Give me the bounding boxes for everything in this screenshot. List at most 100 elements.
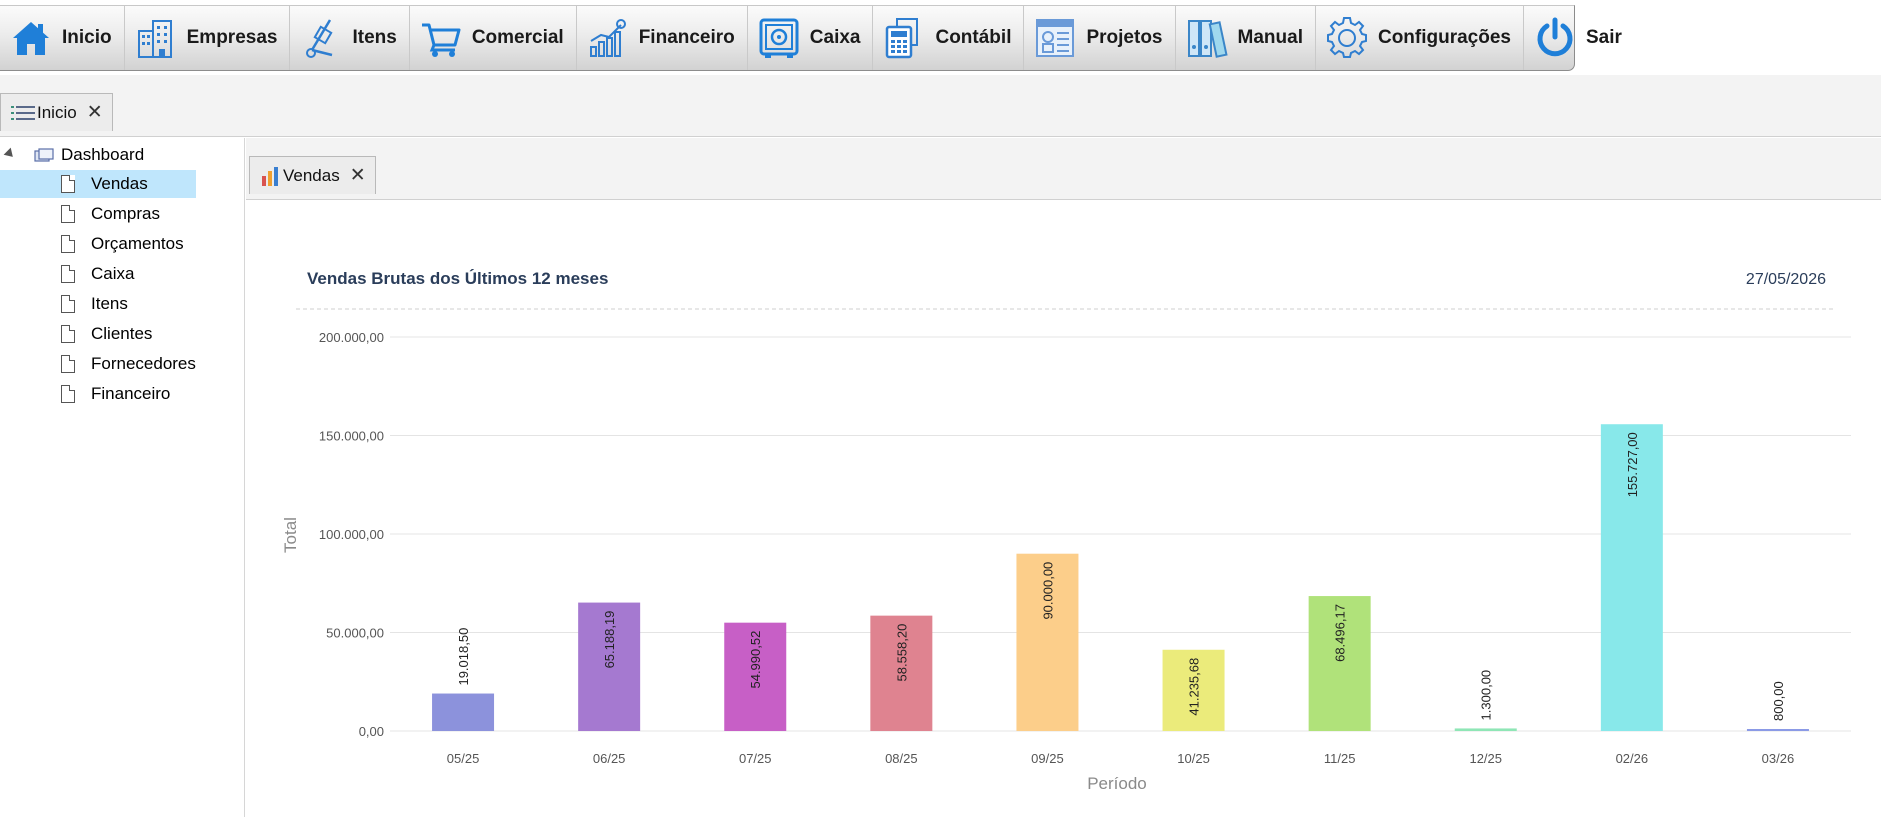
binders-icon bbox=[1187, 20, 1228, 58]
bar-03-26 bbox=[1746, 729, 1809, 731]
toolbar-button-projetos[interactable]: Projetos bbox=[1024, 6, 1176, 70]
tree-item-financeiro[interactable]: Financeiro bbox=[0, 380, 196, 408]
bar-data-label: 68.496,17 bbox=[1333, 604, 1348, 662]
tree-item-label: Fornecedores bbox=[91, 354, 196, 373]
toolbar-label: Inicio bbox=[62, 27, 112, 48]
sales-chart-panel: Vendas Brutas dos Últimos 12 meses 27/05… bbox=[246, 201, 1881, 817]
y-tick-label: 0,00 bbox=[359, 724, 384, 739]
x-tick-label: 08/25 bbox=[885, 751, 918, 766]
tree-item-label: Itens bbox=[91, 294, 128, 313]
tree-item-itens[interactable]: Itens bbox=[0, 290, 196, 318]
buildings-icon bbox=[137, 20, 172, 58]
tab-inicio[interactable]: Inicio ✕ bbox=[0, 93, 113, 131]
bar-12-25 bbox=[1454, 728, 1517, 731]
safe-icon bbox=[759, 18, 799, 58]
tree-item-vendas[interactable]: Vendas bbox=[0, 170, 196, 198]
blueprint-icon bbox=[1036, 19, 1075, 57]
close-icon[interactable]: ✕ bbox=[349, 165, 366, 186]
y-tick-label: 150.000,00 bbox=[319, 429, 384, 444]
bar-data-label: 90.000,00 bbox=[1040, 562, 1055, 620]
toolbar-button-manual[interactable]: Manual bbox=[1176, 6, 1316, 70]
bar-11-25 bbox=[1308, 596, 1371, 731]
document-icon bbox=[61, 205, 75, 223]
x-tick-label: 03/26 bbox=[1762, 751, 1795, 766]
chart-date: 27/05/2026 bbox=[1746, 271, 1826, 288]
tree-item-fornecedores[interactable]: Fornecedores bbox=[0, 350, 196, 378]
folder-icon bbox=[34, 148, 54, 162]
home-icon bbox=[13, 22, 49, 55]
x-tick-label: 05/25 bbox=[447, 751, 480, 766]
y-tick-label: 200.000,00 bbox=[319, 330, 384, 345]
toolbar-button-sair[interactable]: Sair bbox=[1524, 6, 1634, 70]
toolbar-label: Empresas bbox=[186, 27, 278, 48]
tree-item-compras[interactable]: Compras bbox=[0, 200, 196, 228]
toolbar-button-comercial[interactable]: Comercial bbox=[410, 6, 577, 70]
growth-chart-icon bbox=[589, 19, 626, 57]
toolbar-button-inicio[interactable]: Inicio bbox=[0, 6, 125, 70]
toolbar-label: Comercial bbox=[471, 27, 564, 48]
document-icon bbox=[61, 325, 75, 343]
close-icon[interactable]: ✕ bbox=[86, 102, 103, 123]
sales-bar-chart: Vendas Brutas dos Últimos 12 meses 27/05… bbox=[281, 269, 1851, 793]
calculator-icon bbox=[886, 18, 919, 59]
tree-item-orcamentos[interactable]: Orçamentos bbox=[0, 230, 196, 258]
y-axis-title: Total bbox=[281, 517, 300, 553]
main-toolbar: Inicio Empresas Itens bbox=[0, 5, 1622, 71]
chart-title: Vendas Brutas dos Últimos 12 meses bbox=[307, 269, 608, 288]
bar-07-25 bbox=[724, 622, 787, 731]
tree-item-label: Clientes bbox=[91, 324, 153, 343]
document-icon bbox=[61, 385, 75, 403]
chart-bars bbox=[432, 424, 1809, 731]
shopping-cart-icon bbox=[421, 23, 461, 57]
bar-data-label: 155.727,00 bbox=[1625, 432, 1640, 497]
chart-labels: 0,00 50.000,00 100.000,00 150.000,00 200.000… bbox=[319, 330, 1794, 766]
tree-item-label: Orçamentos bbox=[91, 234, 184, 253]
tree-root-label: Dashboard bbox=[61, 145, 145, 164]
tree-item-clientes[interactable]: Clientes bbox=[0, 320, 196, 348]
bar-06-25 bbox=[578, 602, 641, 731]
bar-02-26 bbox=[1600, 424, 1663, 731]
tab-label: Vendas bbox=[283, 165, 340, 185]
x-tick-label: 11/25 bbox=[1324, 751, 1356, 766]
bar-05-25 bbox=[432, 693, 495, 731]
list-icon bbox=[11, 105, 35, 120]
power-icon bbox=[1537, 17, 1573, 57]
x-axis-title: Período bbox=[1087, 774, 1147, 793]
toolbar-button-caixa[interactable]: Caixa bbox=[748, 6, 874, 70]
x-tick-label: 06/25 bbox=[593, 751, 626, 766]
x-tick-label: 10/25 bbox=[1177, 751, 1210, 766]
toolbar-label: Sair bbox=[1586, 27, 1622, 48]
gear-icon bbox=[1326, 17, 1367, 58]
main-tabbar: Inicio ✕ bbox=[0, 75, 1881, 137]
navigation-tree: Dashboard Vendas Compras Orçamentos Caix… bbox=[0, 138, 245, 817]
toolbar-button-empresas[interactable]: Empresas bbox=[125, 6, 291, 70]
toolbar-button-financeiro[interactable]: Financeiro bbox=[577, 6, 748, 70]
toolbar-button-contabil[interactable]: Contábil bbox=[873, 6, 1025, 70]
x-tick-label: 07/25 bbox=[739, 751, 772, 766]
bar-data-label: 65.188,19 bbox=[602, 611, 617, 669]
tree-item-label: Financeiro bbox=[91, 384, 171, 403]
tree-item-label: Vendas bbox=[91, 174, 148, 193]
bar-data-label: 58.558,20 bbox=[894, 624, 909, 682]
document-icon bbox=[61, 355, 75, 373]
tree-item-caixa[interactable]: Caixa bbox=[0, 260, 196, 288]
bar-10-25 bbox=[1162, 649, 1225, 731]
toolbar-button-configuracoes[interactable]: Configurações bbox=[1316, 6, 1524, 70]
x-tick-label: 09/25 bbox=[1031, 751, 1064, 766]
bar-chart-icon bbox=[262, 166, 278, 186]
toolbar-label: Caixa bbox=[809, 27, 861, 48]
expand-arrow-icon[interactable] bbox=[3, 147, 17, 161]
toolbar-label: Contábil bbox=[935, 27, 1012, 48]
document-icon bbox=[61, 175, 75, 193]
document-icon bbox=[61, 265, 75, 283]
bar-data-label: 19.018,50 bbox=[456, 628, 471, 686]
toolbar-button-itens[interactable]: Itens bbox=[290, 6, 410, 70]
bar-09-25 bbox=[1016, 553, 1079, 731]
tab-label: Inicio bbox=[37, 102, 77, 122]
bar-data-label: 41.235,68 bbox=[1187, 658, 1202, 716]
tab-vendas[interactable]: Vendas ✕ bbox=[249, 156, 376, 194]
toolbar-label: Configurações bbox=[1377, 27, 1511, 48]
y-tick-label: 50.000,00 bbox=[326, 626, 384, 641]
bar-08-25 bbox=[870, 615, 933, 731]
bar-data-label: 54.990,52 bbox=[748, 631, 763, 689]
